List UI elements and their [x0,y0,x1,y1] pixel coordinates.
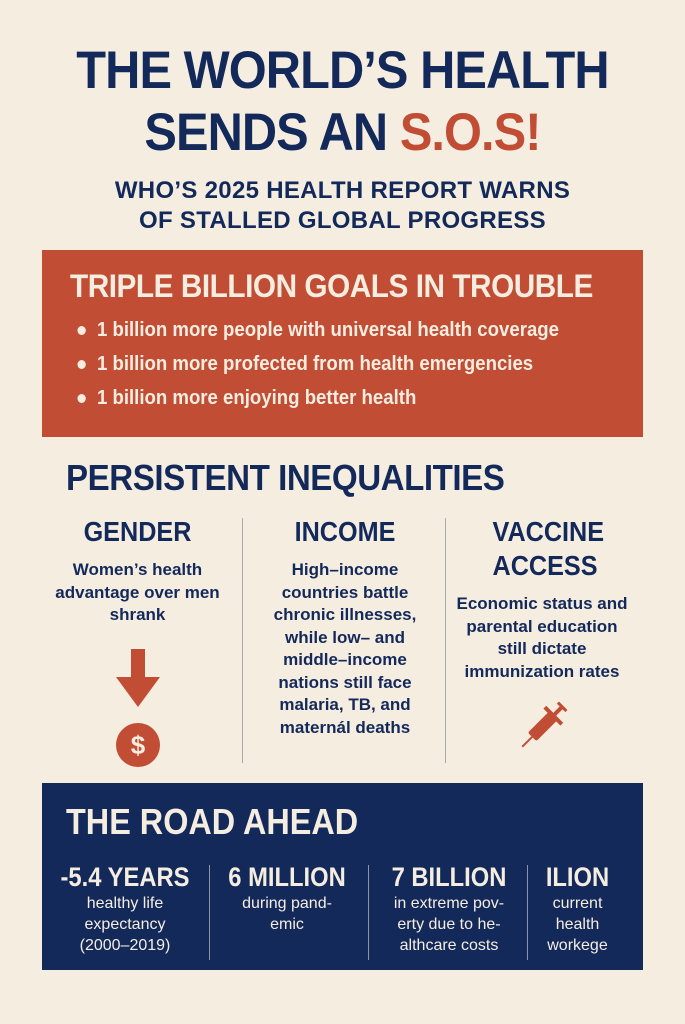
stat-value: 7 BILLION [391,862,507,892]
stat-desc: current health workege [547,895,608,954]
stat-desc: during pand-emic [242,895,332,933]
stat-poverty: 7 BILLION in extreme pov-erty due to he-… [374,861,524,956]
stat-desc: in extreme pov-erty due to he-althcare c… [393,895,505,954]
goals-panel: TRIPLE BILLION GOALS IN TROUBLE 1 billio… [42,250,643,437]
gender-title: GENDER [83,516,192,547]
syringe-icon [521,701,568,748]
inequalities-heading: PERSISTENT INEQUALITIES [66,457,505,498]
title-line-2-text: SENDS AN [144,103,400,162]
subtitle-line-2: OF STALLED GLOBAL PROGRESS [139,207,546,234]
stat-desc: healthy life expectancy (2000–2019) [79,895,171,954]
stat-divider [527,865,528,960]
vaccine-title: VACCINE ACCESS [492,516,605,581]
income-title: INCOME [294,516,396,547]
vaccine-column: VACCINE ACCESS Economic status and paren… [452,515,632,762]
dollar-coin-icon: $ [115,722,160,767]
gender-text: Women’s health advantage over men shrank [55,560,220,624]
svg-text:$: $ [130,730,145,760]
subtitle-line-1: WHO’S 2025 HEALTH REPORT WARNS [114,177,571,204]
stat-workforce: ILION current health workege [530,861,625,956]
column-divider [445,518,446,763]
arrow-down-icon [115,648,160,707]
goal-item: 1 billion more enjoying better health [70,381,603,415]
road-heading: THE ROAD AHEAD [66,801,359,842]
gender-column: GENDER Women’s health advantage over men… [50,515,225,773]
main-title: THE WORLD’S HEALTH SENDS AN S.O.S! [27,40,657,164]
stat-value: -5.4 YEARS [60,862,190,892]
stat-divider [209,865,210,960]
road-ahead-panel: THE ROAD AHEAD -5.4 YEARS healthy life e… [42,783,643,970]
vaccine-text: Economic status and parental education s… [456,594,628,681]
goals-heading: TRIPLE BILLION GOALS IN TROUBLE [70,268,593,304]
subtitle: WHO’S 2025 HEALTH REPORT WARNS OF STALLE… [0,176,685,236]
column-divider [242,518,243,763]
stat-value: 6 MILLION [228,862,346,892]
stat-divider [368,865,369,960]
goals-list: 1 billion more people with universal hea… [70,313,643,415]
goal-item: 1 billion more profected from health eme… [70,347,603,381]
income-column: INCOME High–income countries battle chro… [255,515,435,739]
stat-life-expectancy: -5.4 YEARS healthy life expectancy (2000… [50,861,200,956]
sos-highlight: S.O.S! [399,103,542,162]
title-line-1: THE WORLD’S HEALTH [76,41,609,100]
goal-item: 1 billion more people with universal hea… [70,313,603,347]
stat-pandemic: 6 MILLION during pand-emic [212,861,362,935]
title-line-2: SENDS AN S.O.S! [27,102,657,164]
stat-value: ILION [545,862,610,892]
income-text: High–income countries battle chronic ill… [273,560,417,737]
